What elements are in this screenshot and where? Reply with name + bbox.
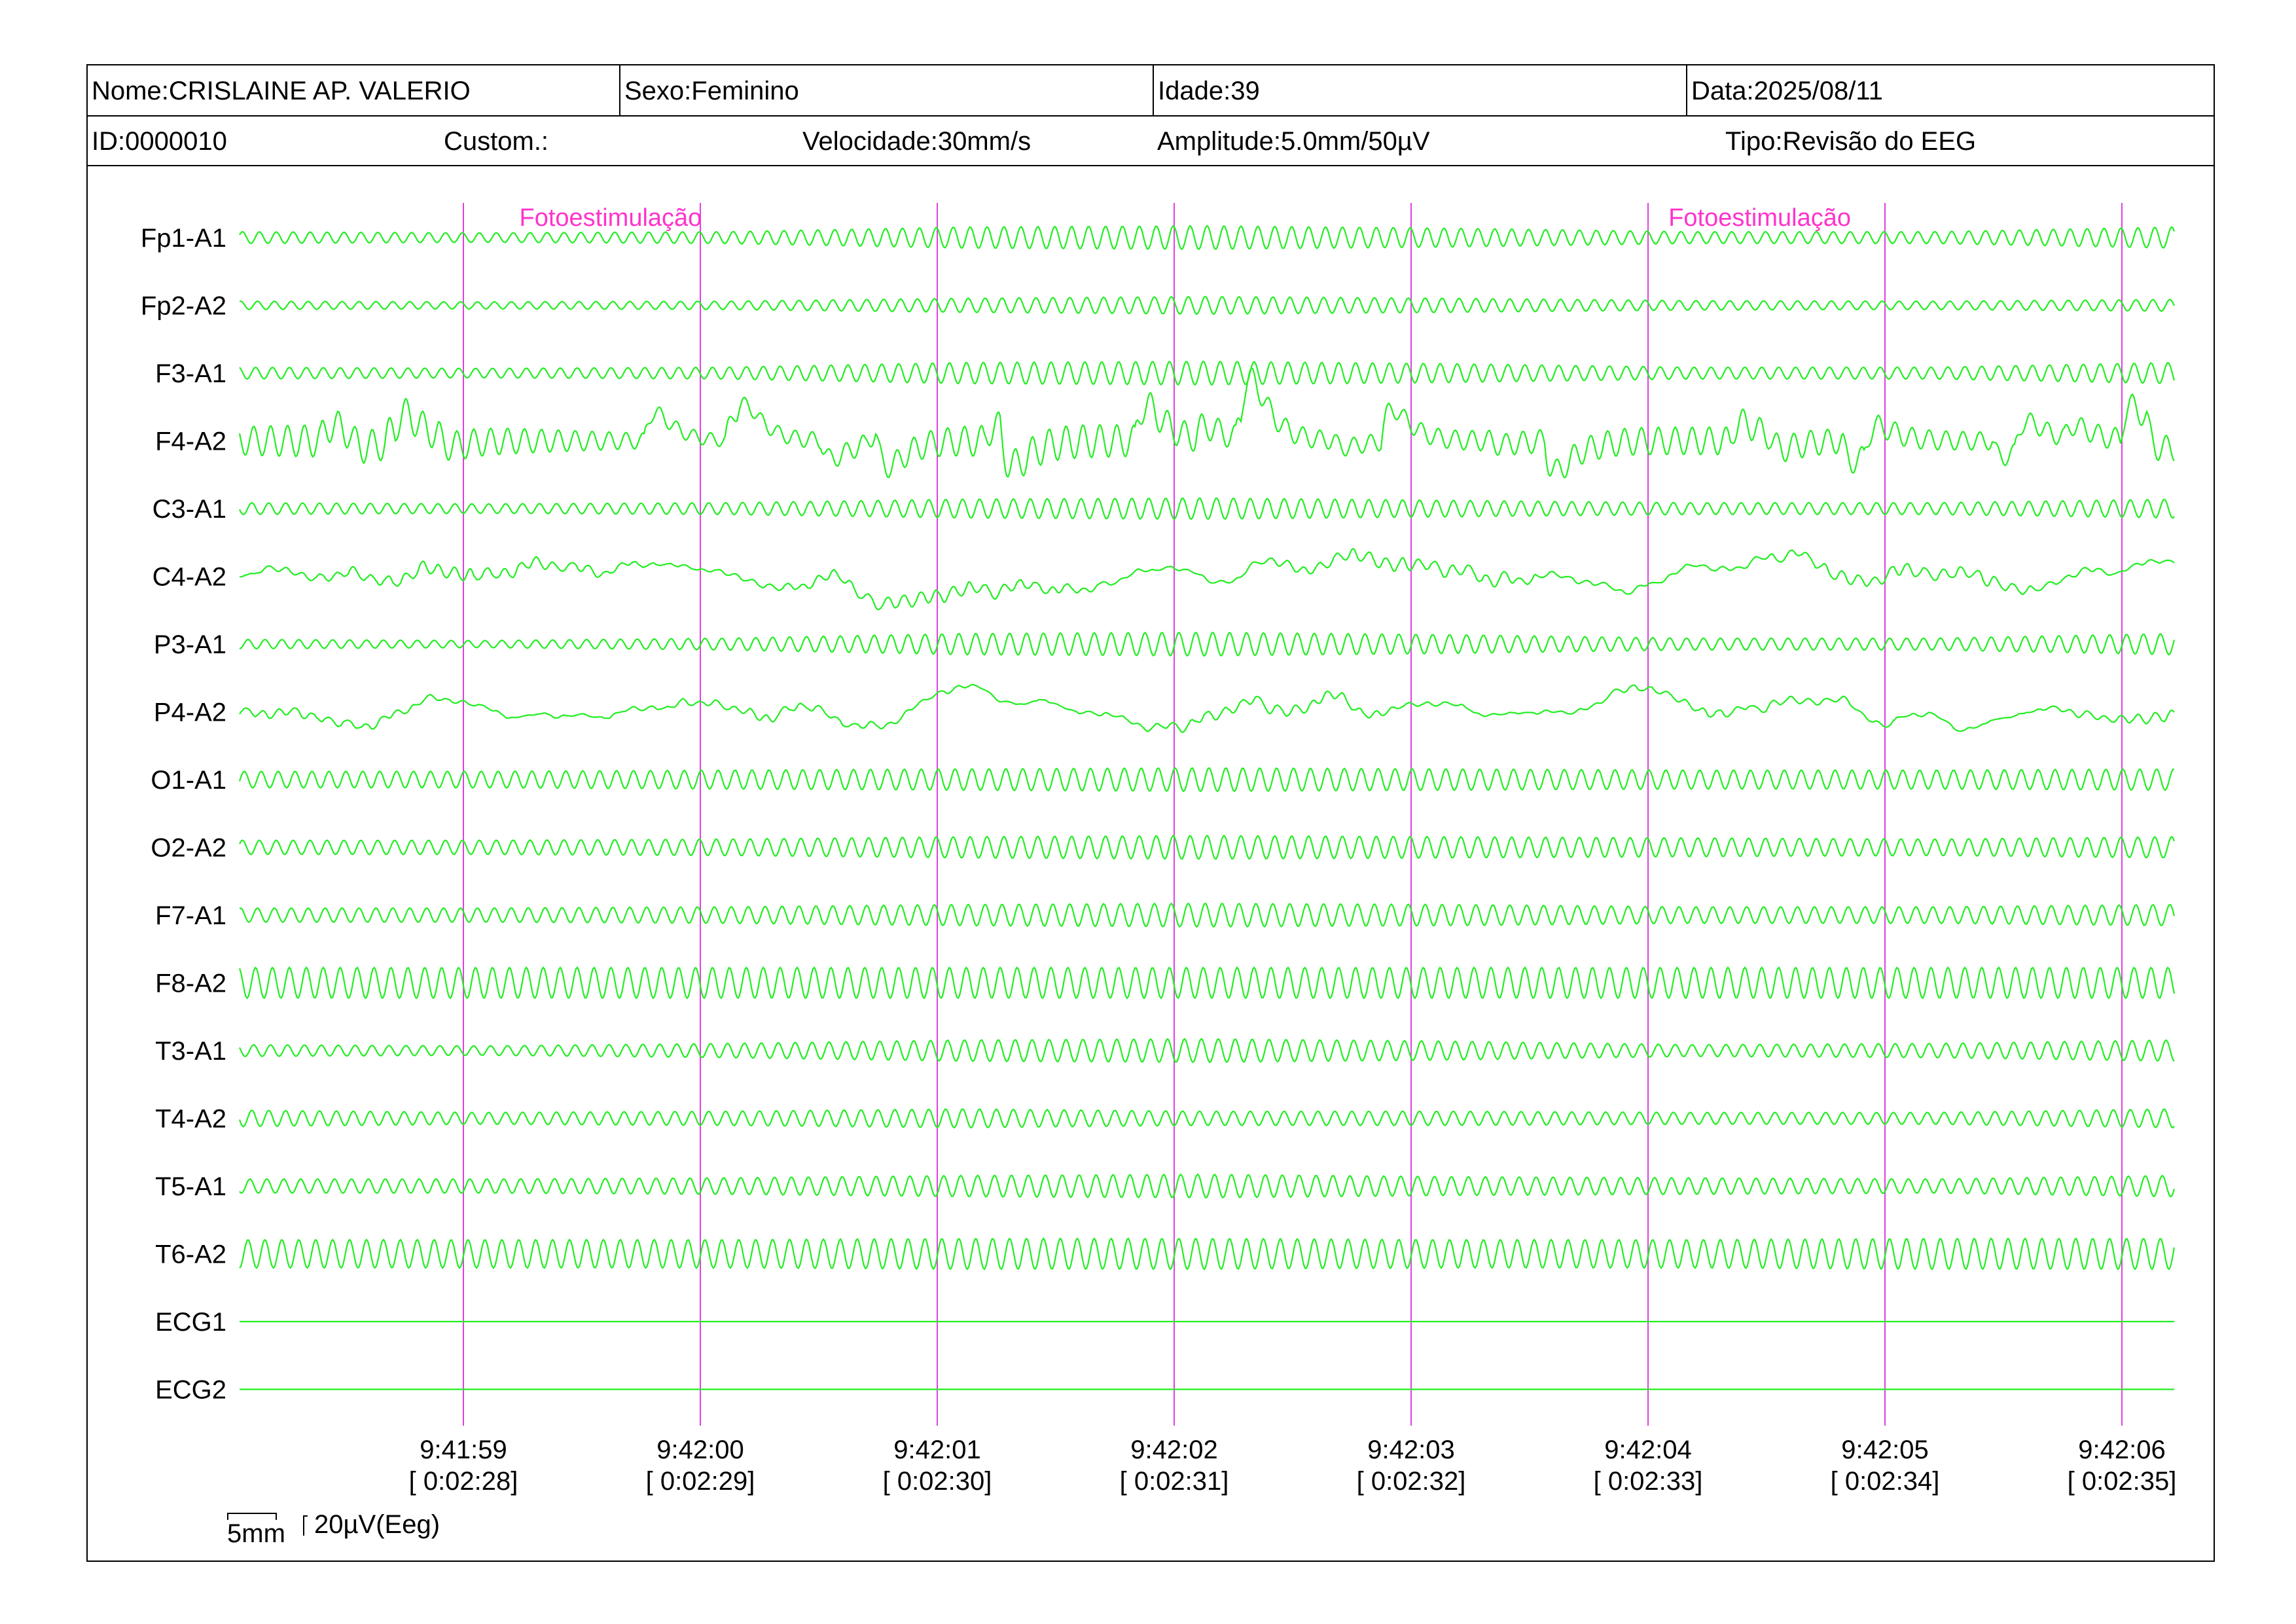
channel-label: F4-A2 — [155, 427, 226, 456]
calibration-amp-bar — [303, 1515, 308, 1536]
eeg-trace — [239, 360, 2176, 386]
channel-label: ECG1 — [155, 1308, 226, 1337]
event-label-photostimulation: Fotoestimulação — [1668, 204, 1851, 232]
channel-label: T6-A2 — [155, 1240, 226, 1269]
channel-label: T5-A1 — [155, 1172, 226, 1201]
channel-label: T4-A2 — [155, 1105, 226, 1134]
channel-label: C4-A2 — [152, 563, 226, 592]
eeg-trace — [238, 1108, 2175, 1129]
eeg-trace — [239, 683, 2175, 733]
record-type: Tipo:Revisão do EEG — [1725, 127, 1977, 156]
time-clock-label: 9:42:00 — [656, 1435, 744, 1464]
eeg-trace — [239, 1237, 2176, 1271]
time-elapsed-label: [ 0:02:34] — [1831, 1467, 1940, 1496]
channel-label: F7-A1 — [155, 901, 226, 930]
header-row-settings: ID:0000010 Custom.: Velocidade:30mm/s Am… — [88, 117, 2214, 166]
calibration-time-bar — [227, 1513, 277, 1520]
eeg-report-frame: Nome:CRISLAINE AP. VALERIO Sexo:Feminino… — [86, 64, 2215, 1562]
eeg-trace — [239, 497, 2175, 520]
eeg-trace — [239, 225, 2176, 251]
time-clock-label: 9:41:59 — [420, 1435, 507, 1464]
time-elapsed-label: [ 0:02:32] — [1357, 1467, 1466, 1496]
channel-label: F3-A1 — [155, 359, 226, 388]
channel-label: ECG2 — [155, 1376, 226, 1405]
header-row-patient: Nome:CRISLAINE AP. VALERIO Sexo:Feminino… — [88, 65, 2214, 117]
amplitude-setting: Amplitude:5.0mm/50µV — [1157, 127, 1430, 156]
calibration-time-label: 5mm — [227, 1519, 285, 1548]
eeg-trace — [239, 902, 2176, 928]
custom-field: Custom.: — [444, 127, 549, 156]
event-label-photostimulation: Fotoestimulação — [520, 204, 702, 232]
time-clock-label: 9:42:01 — [893, 1435, 980, 1464]
time-clock-label: 9:42:06 — [2078, 1435, 2165, 1464]
eeg-trace — [238, 767, 2174, 793]
channel-label: C3-A1 — [152, 495, 226, 524]
time-clock-label: 9:42:03 — [1367, 1435, 1454, 1464]
paper-speed: Velocidade:30mm/s — [802, 127, 1031, 156]
time-elapsed-label: [ 0:02:35] — [2068, 1467, 2177, 1496]
time-clock-label: 9:42:05 — [1841, 1435, 1928, 1464]
time-elapsed-label: [ 0:02:33] — [1594, 1467, 1703, 1496]
time-elapsed-label: [ 0:02:28] — [409, 1467, 518, 1496]
channel-label: O2-A2 — [151, 834, 226, 863]
eeg-trace — [239, 834, 2176, 860]
channel-label: P3-A1 — [154, 630, 226, 659]
patient-age: Idade:39 — [1154, 65, 1687, 115]
channel-label: Fp2-A2 — [141, 292, 226, 321]
eeg-trace — [239, 548, 2175, 611]
eeg-trace — [239, 295, 2175, 316]
channel-label: Fp1-A1 — [141, 224, 226, 253]
time-clock-label: 9:42:04 — [1604, 1435, 1691, 1464]
eeg-trace — [239, 1173, 2176, 1199]
time-elapsed-label: [ 0:02:30] — [883, 1467, 992, 1496]
channel-label: O1-A1 — [151, 766, 226, 795]
eeg-trace — [239, 1038, 2175, 1064]
calibration-amp-label: 20µV(Eeg) — [314, 1510, 440, 1539]
channel-label: F8-A2 — [155, 969, 226, 998]
channel-label: P4-A2 — [154, 698, 226, 727]
eeg-trace — [239, 632, 2176, 657]
exam-date: Data:2025/08/11 — [1691, 77, 1883, 105]
eeg-trace — [238, 966, 2176, 1000]
patient-name: Nome:CRISLAINE AP. VALERIO — [88, 65, 620, 115]
time-elapsed-label: [ 0:02:29] — [646, 1467, 755, 1496]
time-clock-label: 9:42:02 — [1130, 1435, 1217, 1464]
channel-label: T3-A1 — [155, 1037, 226, 1066]
patient-sex: Sexo:Feminino — [620, 65, 1154, 115]
time-elapsed-label: [ 0:02:31] — [1120, 1467, 1229, 1496]
patient-id: ID:0000010 — [92, 127, 227, 156]
eeg-trace — [238, 367, 2175, 478]
